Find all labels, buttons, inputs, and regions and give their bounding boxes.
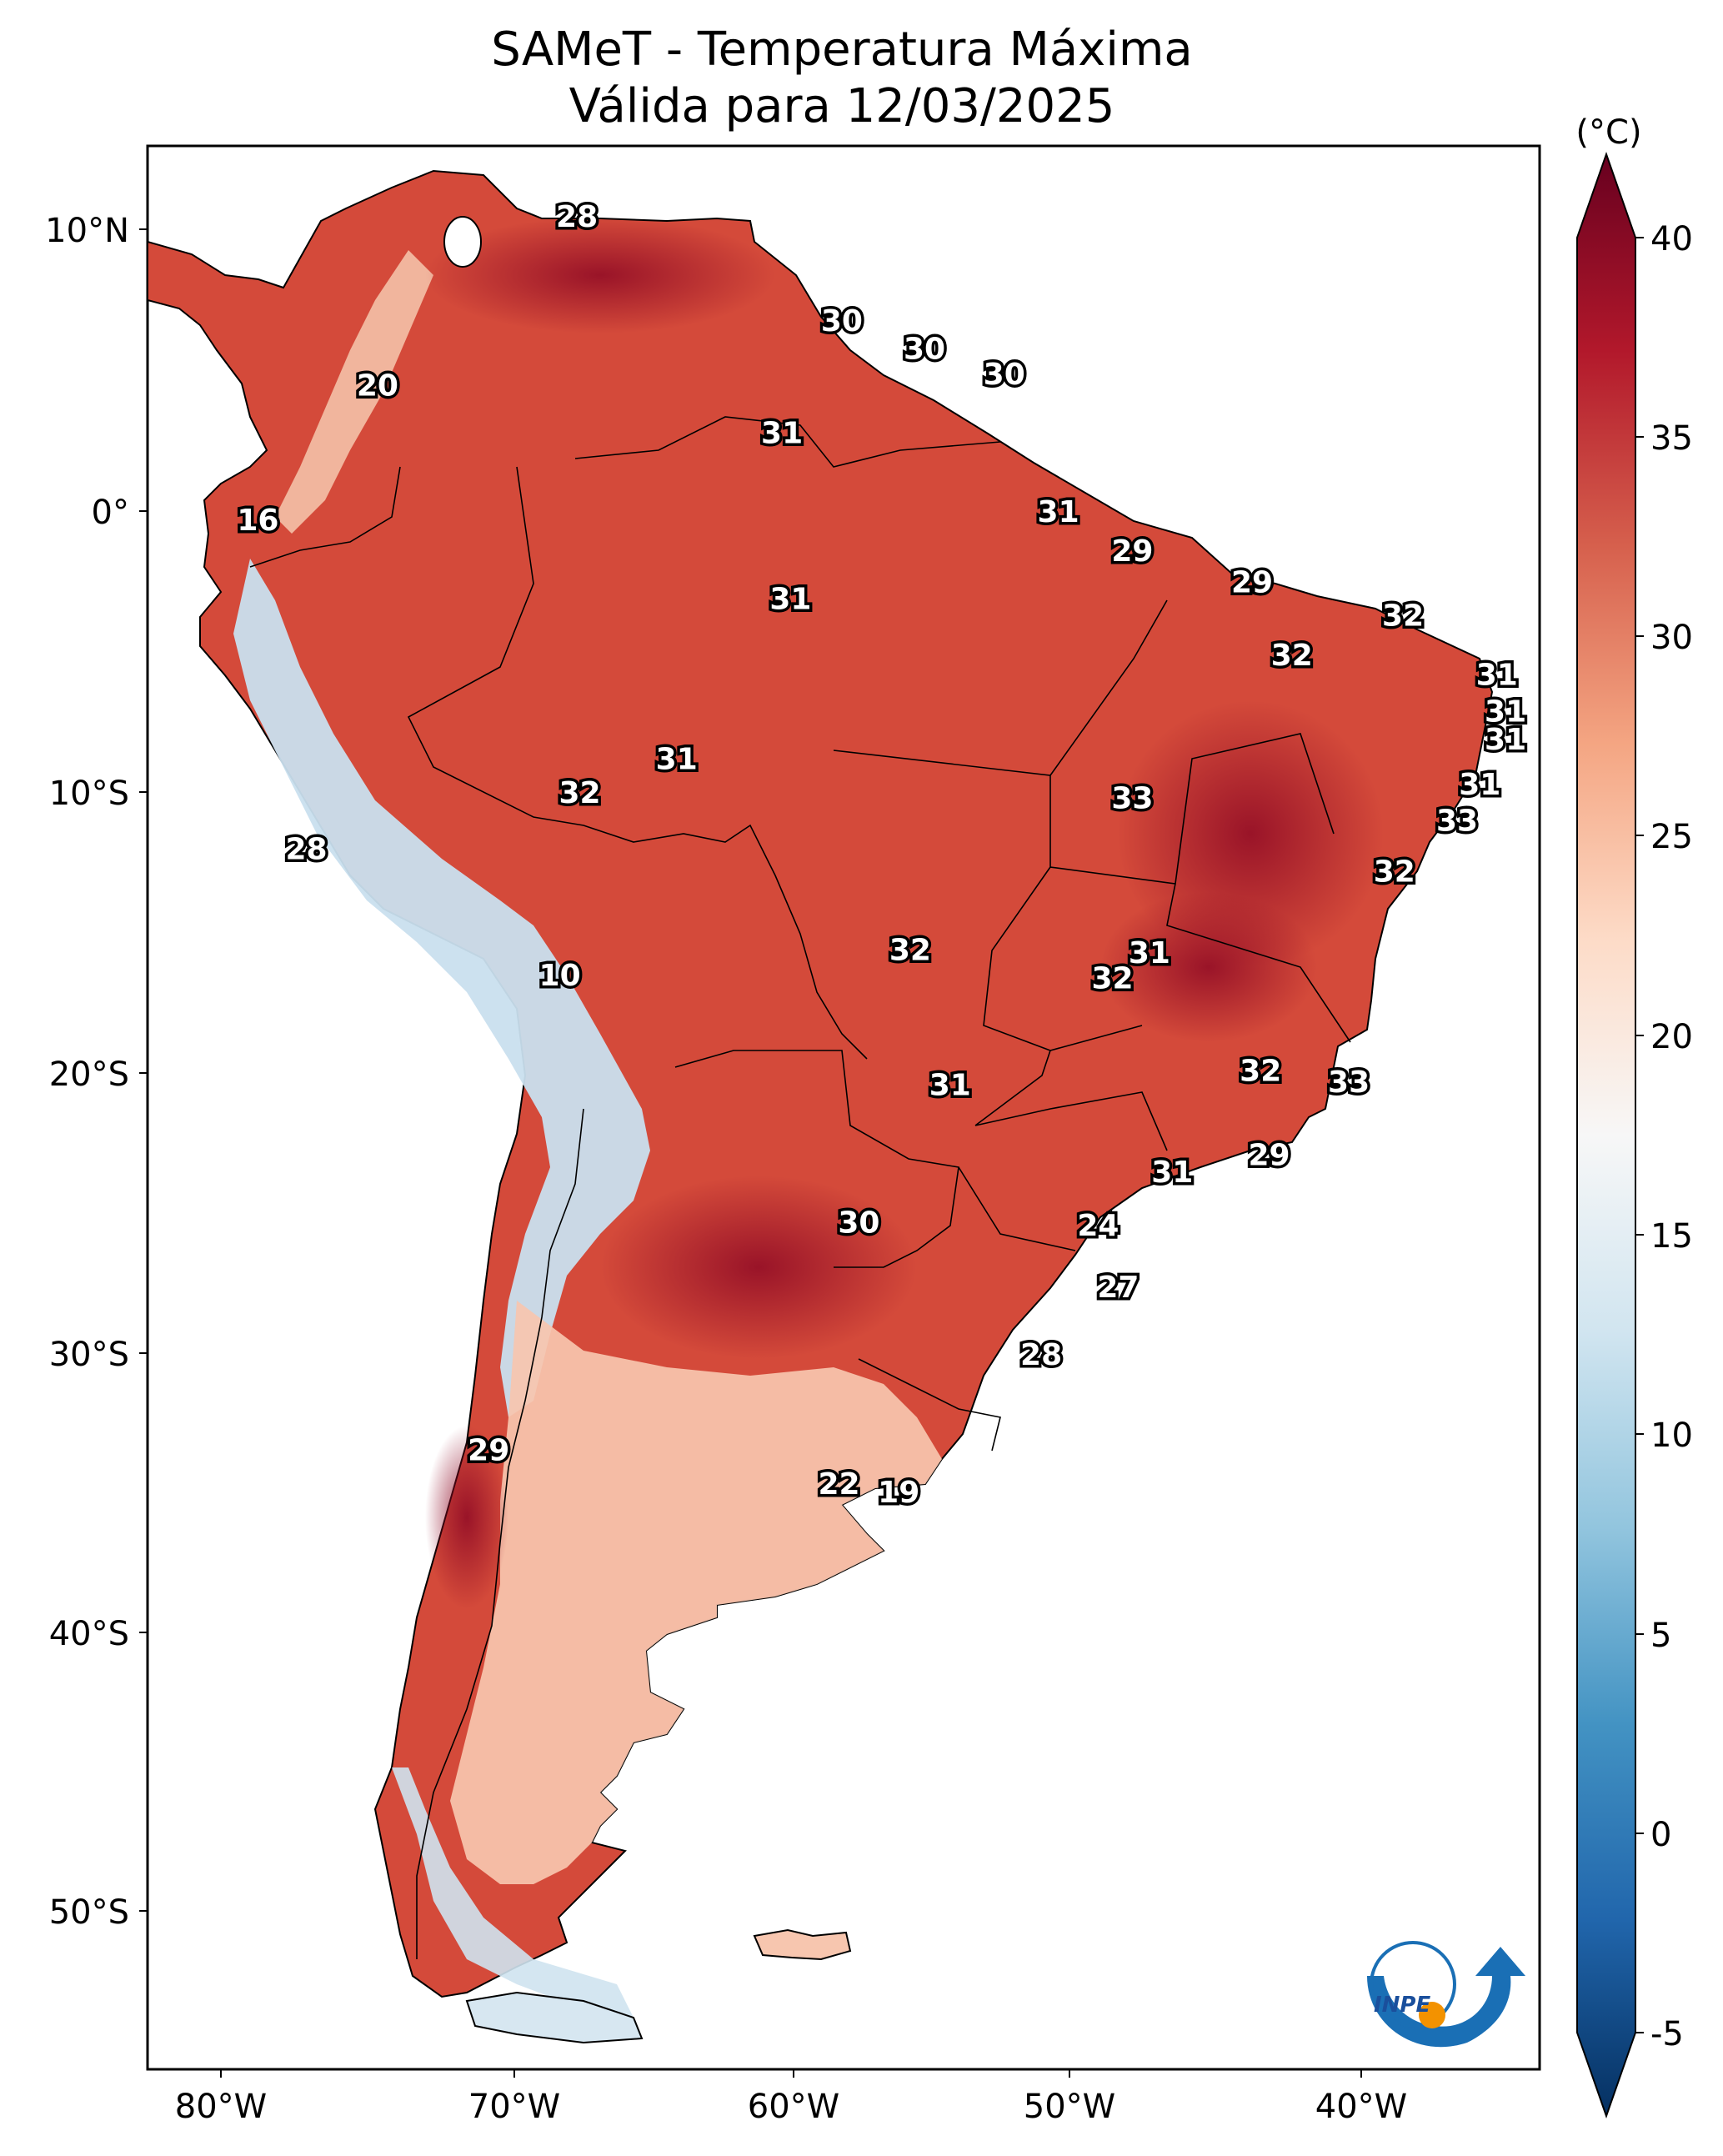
y-tick-label: 10°N xyxy=(45,212,129,250)
temperature-label: 31 xyxy=(1485,723,1526,757)
colorbar-tick-label: 15 xyxy=(1650,1217,1693,1256)
lake-maracaibo xyxy=(443,216,482,268)
temperature-label: 28 xyxy=(1020,1338,1062,1372)
colombia-andes-band xyxy=(275,250,433,534)
temperature-label: 27 xyxy=(1097,1271,1139,1305)
temperature-label: 31 xyxy=(1485,694,1526,729)
temperature-label: 31 xyxy=(1459,768,1500,802)
political-borders xyxy=(249,416,1351,1959)
temperature-label: 31 xyxy=(761,417,803,451)
x-tick-label: 70°W xyxy=(468,2088,560,2126)
temperature-label: 31 xyxy=(1129,936,1170,970)
colorbar-tick-label: 0 xyxy=(1650,1816,1671,1854)
colorbar-tick-label: 40 xyxy=(1650,220,1693,258)
temperature-label: 31 xyxy=(769,583,811,617)
temperature-label: 22 xyxy=(818,1467,859,1502)
y-tick-label: 50°S xyxy=(49,1893,129,1932)
temperature-label: 33 xyxy=(1111,782,1153,816)
y-tick-label: 10°S xyxy=(49,775,129,813)
map-title: SAMeT - Temperatura Máxima xyxy=(491,23,1193,77)
border-brazil-states xyxy=(833,599,1351,1251)
temperature-label: 30 xyxy=(838,1206,879,1241)
x-tick-label: 50°W xyxy=(1024,2088,1115,2126)
border-brazil-west xyxy=(407,466,868,1060)
temperature-label: 31 xyxy=(1038,495,1079,529)
temperature-label: 29 xyxy=(1248,1139,1290,1173)
inpe-logo-text: INPE xyxy=(1374,1993,1431,2018)
colorbar-tick-label: 35 xyxy=(1650,419,1693,458)
continent-layer xyxy=(148,169,1494,2044)
y-tick-label: 0° xyxy=(92,494,129,532)
colorbar-tick-label: 10 xyxy=(1650,1416,1693,1455)
temperature-label: 31 xyxy=(656,743,698,777)
temperature-label: 28 xyxy=(556,200,598,234)
inpe-circle-icon xyxy=(1370,1941,1456,2028)
temperature-label: 33 xyxy=(1328,1065,1370,1100)
temperature-label: 31 xyxy=(1151,1156,1193,1190)
inpe-dot-icon xyxy=(1419,2002,1445,2028)
andes-cold-band xyxy=(233,559,650,1417)
patagonia-cold xyxy=(392,1767,634,2018)
colorbar-tick-label: 30 xyxy=(1650,619,1693,657)
temperature-label: 32 xyxy=(889,934,931,968)
colorbar-tick-label: -5 xyxy=(1650,2015,1684,2053)
hotspot-venezuela xyxy=(425,217,775,333)
y-tick-label: 40°S xyxy=(49,1615,129,1653)
temperature-label: 30 xyxy=(904,333,945,367)
pampas-mild-zone xyxy=(450,1301,942,1884)
colorbar-body xyxy=(1576,151,1636,2119)
y-tick-label: 30°S xyxy=(49,1336,129,1374)
colorbar: (°C) 40 35 30 25 20 15 10 5 0 -5 xyxy=(1575,113,1693,2119)
hotspot-minas xyxy=(1100,892,1317,1042)
temperature-label: 19 xyxy=(878,1476,919,1510)
border-peru-ecuador xyxy=(249,466,401,568)
temperature-label: 29 xyxy=(1111,534,1153,569)
temperature-label: 32 xyxy=(1091,961,1133,995)
y-tick-label: 20°S xyxy=(49,1055,129,1094)
temperature-label: 32 xyxy=(1374,855,1415,889)
colorbar-tick-label: 20 xyxy=(1650,1018,1693,1056)
y-axis: 10°N 0° 10°S 20°S 30°S 40°S 50°S xyxy=(45,212,148,1932)
inpe-swoosh-icon xyxy=(1367,1947,1525,2048)
temperature-label: 31 xyxy=(929,1069,971,1103)
map-subtitle: Válida para 12/03/2025 xyxy=(568,79,1115,133)
border-bolivia-paraguay xyxy=(674,1050,959,1268)
temperature-label: 28 xyxy=(285,832,327,866)
colorbar-unit: (°C) xyxy=(1575,113,1641,152)
colorbar-tick-label: 5 xyxy=(1650,1617,1671,1655)
border-brazil-north xyxy=(574,416,1001,468)
temperature-label: 10 xyxy=(539,959,581,993)
temperature-label: 31 xyxy=(1476,659,1518,693)
inpe-logo xyxy=(1367,1941,1525,2048)
temperature-label: 30 xyxy=(984,358,1025,392)
temperature-label: 30 xyxy=(821,304,863,338)
border-uruguay xyxy=(858,1358,1001,1452)
temperature-label: 29 xyxy=(1231,565,1273,599)
x-tick-label: 80°W xyxy=(175,2088,267,2126)
temperature-label: 32 xyxy=(1240,1055,1281,1089)
temperature-label: 24 xyxy=(1077,1209,1119,1243)
border-argentina-chile xyxy=(416,1108,584,1959)
hotspot-central-chile xyxy=(425,1426,508,1609)
temperature-label: 32 xyxy=(1382,599,1424,634)
temperature-label: 33 xyxy=(1436,805,1478,839)
temperature-label: 29 xyxy=(468,1434,509,1468)
tierra-del-fuego xyxy=(465,1991,644,2044)
temperature-label: 32 xyxy=(558,776,600,810)
falkland-islands xyxy=(753,1928,852,1961)
x-tick-label: 60°W xyxy=(748,2088,839,2126)
x-axis: 80°W 70°W 60°W 50°W 40°W xyxy=(175,2069,1407,2126)
hotspot-chaco xyxy=(600,1176,917,1359)
colorbar-ticks: 40 35 30 25 20 15 10 5 0 -5 xyxy=(1635,220,1693,2053)
temperature-label: 20 xyxy=(357,369,398,403)
temperature-label: 32 xyxy=(1271,639,1313,673)
colorbar-tick-label: 25 xyxy=(1650,818,1693,856)
x-tick-label: 40°W xyxy=(1315,2088,1407,2126)
temperature-label: 16 xyxy=(237,504,278,538)
